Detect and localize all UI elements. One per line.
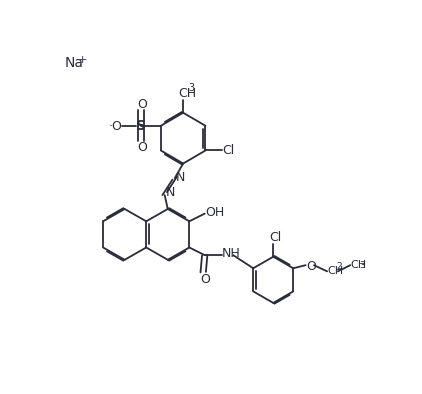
Text: ·O: ·O [108, 120, 122, 133]
Text: Na: Na [65, 56, 84, 70]
Text: N: N [176, 171, 186, 184]
Text: OH: OH [206, 206, 225, 219]
Text: 3: 3 [189, 83, 195, 93]
Text: O: O [138, 98, 148, 111]
Text: O: O [200, 273, 210, 286]
Text: NH: NH [222, 247, 241, 260]
Text: CH: CH [178, 87, 196, 100]
Text: Cl: Cl [269, 231, 281, 244]
Text: Cl: Cl [222, 144, 235, 157]
Text: O: O [306, 260, 316, 273]
Text: 3: 3 [360, 260, 365, 269]
Text: CH: CH [327, 266, 343, 276]
Text: N: N [166, 186, 176, 199]
Text: S: S [136, 119, 146, 133]
Text: O: O [138, 141, 148, 154]
Text: 2: 2 [336, 262, 342, 271]
Text: +: + [78, 55, 87, 65]
Text: CH: CH [350, 260, 366, 270]
